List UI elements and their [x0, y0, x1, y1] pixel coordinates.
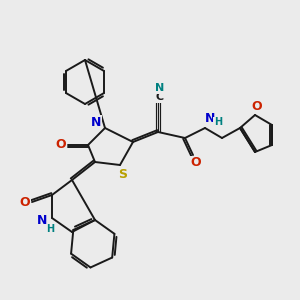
Text: N: N: [91, 116, 101, 128]
Text: C: C: [156, 92, 164, 102]
Text: O: O: [191, 157, 201, 169]
Text: N: N: [155, 83, 165, 93]
Text: H: H: [46, 224, 54, 234]
Text: N: N: [37, 214, 47, 227]
Text: H: H: [214, 117, 222, 127]
Text: O: O: [56, 139, 66, 152]
Text: O: O: [252, 100, 262, 113]
Text: N: N: [205, 112, 215, 125]
Text: O: O: [20, 196, 30, 208]
Text: S: S: [118, 167, 127, 181]
